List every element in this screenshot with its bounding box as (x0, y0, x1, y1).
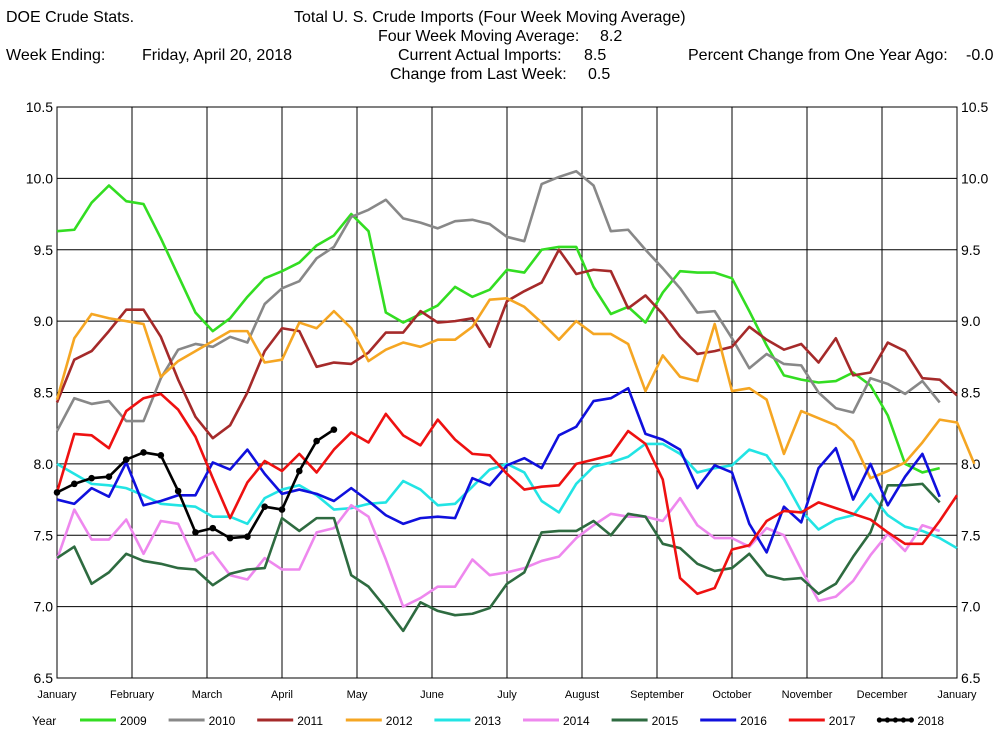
legend-label-2017: 2017 (829, 714, 856, 728)
percent-change-label: Percent Change from One Year Ago: (688, 47, 948, 64)
legend-marker-2018 (900, 717, 907, 723)
moving-average-value: 8.2 (600, 28, 623, 45)
y-tick-label-left: 7.0 (34, 599, 54, 615)
month-label: August (565, 689, 599, 701)
y-tick-label-left: 9.0 (34, 313, 54, 329)
month-label: March (192, 689, 223, 701)
y-tick-label-left: 10.5 (26, 99, 53, 115)
series-point-2018 (261, 503, 268, 511)
chart-legend: Year 2009 2010 2011 2012 2013 2014 2015 2016 2017… (32, 714, 944, 728)
month-label: December (857, 689, 908, 701)
current-imports-value: 8.5 (584, 47, 607, 64)
y-tick-label-right: 10.5 (961, 99, 988, 115)
series-line-2012 (55, 296, 976, 480)
legend-marker-2018 (884, 717, 891, 723)
week-ending-value: Friday, April 20, 2018 (142, 47, 293, 64)
moving-average-label: Four Week Moving Average: (378, 28, 580, 45)
series-line-2013 (56, 442, 958, 550)
y-tick-label-right: 7.0 (961, 599, 981, 615)
series-line-2009 (56, 184, 941, 474)
series-point-2018 (140, 449, 147, 456)
series-point-2018 (330, 426, 338, 433)
series-point-2018 (88, 474, 95, 482)
plot-frame (56, 106, 958, 679)
y-tick-label-right: 6.5 (961, 670, 981, 686)
legend-label-2015: 2015 (652, 714, 679, 728)
series-point-2018 (296, 467, 303, 475)
chart-title: Total U. S. Crude Imports (Four Week Mov… (294, 9, 686, 26)
y-tick-label-left: 10.0 (26, 170, 53, 186)
month-label: November (782, 689, 833, 701)
month-label: January (937, 689, 977, 701)
y-tick-label-left: 8.0 (34, 456, 54, 472)
current-imports-label: Current Actual Imports: (398, 47, 562, 64)
month-label: January (37, 689, 77, 701)
y-tick-label-right: 7.5 (961, 527, 981, 543)
series-point-2018 (244, 533, 251, 540)
series-point-2018 (105, 473, 113, 481)
series-line-2014 (55, 496, 941, 608)
legend-label-2010: 2010 (209, 714, 236, 728)
series-point-2018 (226, 534, 234, 542)
source-label: DOE Crude Stats. (6, 9, 135, 26)
y-tick-label-right: 9.0 (961, 313, 981, 329)
series-point-2018 (174, 487, 182, 495)
month-label: July (497, 689, 517, 701)
legend-marker-2018 (908, 717, 915, 723)
series-line-2016 (56, 386, 941, 554)
legend-marker-2018 (892, 717, 899, 723)
y-tick-label-right: 9.5 (961, 242, 981, 258)
legend-label-2009: 2009 (120, 714, 147, 728)
month-label: February (110, 689, 155, 701)
legend-label-2011: 2011 (297, 714, 323, 728)
series-point-2018 (122, 456, 130, 463)
legend-label-2016: 2016 (740, 714, 767, 728)
y-tick-label-left: 8.5 (34, 385, 54, 401)
legend-label-2012: 2012 (386, 714, 413, 728)
legend-label-2018: 2018 (917, 714, 944, 728)
month-label: June (420, 689, 444, 701)
chart-grid (56, 106, 958, 679)
legend-label-2014: 2014 (563, 714, 590, 728)
month-label: September (630, 689, 684, 701)
y-tick-label-left: 9.5 (34, 242, 54, 258)
series-point-2018 (278, 506, 286, 513)
series-line-2011 (55, 248, 958, 440)
series-point-2018 (71, 480, 78, 488)
month-label: April (271, 689, 293, 701)
y-tick-label-left: 7.5 (34, 527, 54, 543)
month-label: May (347, 689, 368, 701)
y-tick-label-right: 8.0 (961, 456, 981, 472)
series-point-2018 (53, 489, 61, 496)
month-label: October (712, 689, 751, 701)
percent-change-value: -0.0 (966, 47, 994, 64)
series-line-2015 (56, 482, 941, 633)
series-point-2018 (209, 524, 217, 532)
weekly-change-label: Change from Last Week: (390, 66, 567, 83)
y-tick-label-right: 8.5 (961, 385, 981, 401)
chart-axes: 6.5 6.5 7.0 7.0 7.5 7.5 8.0 8.0 8.5 8.5 9.0 9.0 9.5 9… (26, 99, 989, 701)
y-tick-label-left: 6.5 (34, 670, 54, 686)
series-line-2017 (55, 392, 959, 596)
y-tick-label-right: 10.0 (961, 170, 988, 186)
series-point-2018 (157, 452, 165, 459)
series-point-2018 (192, 529, 199, 536)
legend-title: Year (32, 714, 56, 728)
legend-marker-2018 (876, 717, 883, 723)
legend-label-2013: 2013 (474, 714, 501, 728)
chart-series (53, 169, 976, 633)
series-point-2018 (313, 437, 320, 445)
week-ending-label: Week Ending: (6, 47, 106, 64)
weekly-change-value: 0.5 (588, 66, 611, 83)
